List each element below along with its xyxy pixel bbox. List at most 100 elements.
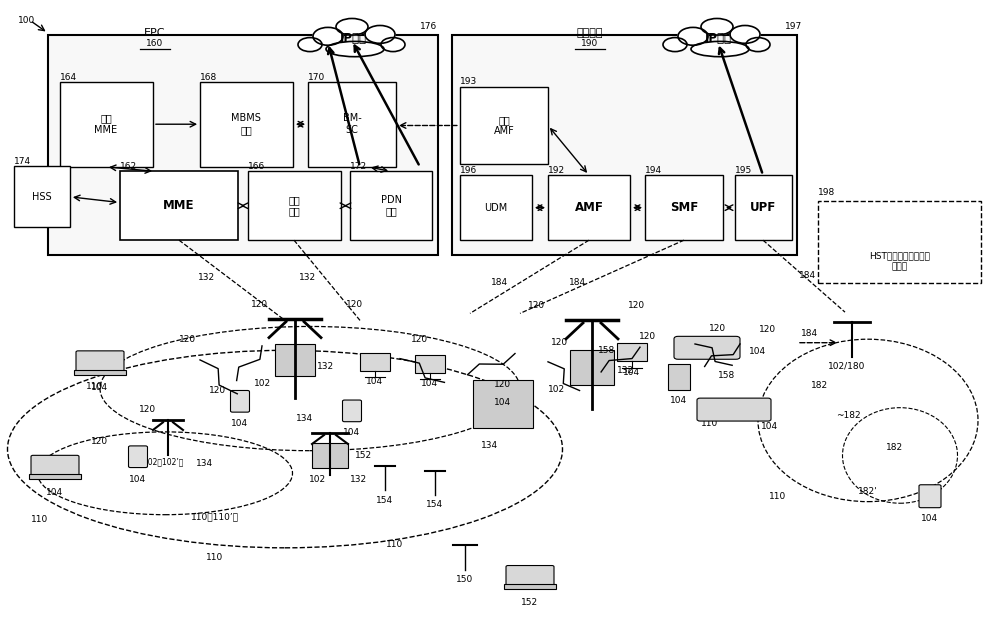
Bar	[74, 369, 126, 375]
Bar	[617, 343, 647, 361]
Bar	[200, 82, 293, 167]
Text: 核心网络: 核心网络	[577, 28, 603, 38]
Text: 120: 120	[551, 338, 569, 347]
Bar	[570, 350, 614, 385]
Text: 102: 102	[309, 475, 327, 483]
Text: 154: 154	[376, 496, 394, 505]
Text: 120: 120	[91, 437, 109, 446]
Text: 193: 193	[460, 77, 477, 86]
Text: 192: 192	[548, 166, 565, 175]
Text: HSS: HSS	[32, 192, 52, 202]
Text: IP服务: IP服务	[340, 32, 366, 45]
Bar	[14, 166, 70, 227]
Ellipse shape	[336, 18, 368, 35]
Text: 154: 154	[426, 500, 444, 509]
Text: BM-
SC: BM- SC	[343, 113, 361, 135]
Bar	[308, 82, 396, 167]
Text: 104: 104	[921, 514, 939, 523]
Text: 182: 182	[886, 443, 904, 452]
Ellipse shape	[730, 25, 760, 43]
Text: 110: 110	[86, 382, 104, 391]
Text: 120: 120	[251, 300, 269, 309]
Ellipse shape	[365, 25, 395, 43]
Text: 132: 132	[617, 366, 634, 375]
Bar	[248, 171, 341, 240]
Text: 102/180: 102/180	[828, 362, 866, 371]
Text: 104: 104	[343, 428, 361, 437]
Bar	[360, 353, 390, 371]
Ellipse shape	[691, 41, 749, 57]
FancyBboxPatch shape	[919, 485, 941, 508]
Text: 104: 104	[623, 368, 641, 377]
Text: 104: 104	[366, 377, 384, 386]
Text: 104: 104	[761, 422, 779, 431]
Text: 182: 182	[811, 381, 829, 390]
Text: 132: 132	[198, 273, 216, 282]
Text: IP服务: IP服务	[704, 32, 732, 45]
Text: 120: 120	[346, 300, 364, 309]
Text: PDN
网关: PDN 网关	[380, 195, 402, 217]
Bar	[460, 175, 532, 240]
Text: 110: 110	[701, 419, 719, 428]
Text: MBMS
网关: MBMS 网关	[231, 113, 261, 135]
FancyBboxPatch shape	[506, 566, 554, 586]
Text: 120: 120	[759, 326, 777, 334]
Text: 184: 184	[801, 329, 819, 338]
Text: 110: 110	[31, 515, 49, 524]
Text: 120: 120	[628, 301, 646, 310]
Text: 服务
网关: 服务 网关	[288, 195, 300, 217]
Bar	[452, 35, 797, 255]
Text: 110: 110	[386, 540, 404, 549]
Bar	[48, 35, 438, 255]
Text: 176: 176	[420, 22, 437, 31]
Text: 120: 120	[411, 335, 429, 344]
Text: 158: 158	[718, 371, 735, 380]
Text: 120: 120	[639, 332, 657, 341]
Text: 162: 162	[120, 162, 137, 171]
Text: 174: 174	[14, 157, 31, 166]
Bar	[120, 171, 238, 240]
Text: 104: 104	[749, 347, 767, 356]
Bar	[818, 201, 981, 283]
Text: 104: 104	[46, 488, 64, 497]
Text: 104: 104	[421, 379, 439, 388]
Text: 120: 120	[209, 386, 227, 395]
Text: 102: 102	[548, 385, 566, 394]
Text: 194: 194	[645, 166, 662, 175]
Bar	[60, 82, 153, 167]
Text: 120: 120	[528, 301, 546, 310]
Text: UDM: UDM	[484, 203, 508, 213]
Text: 104: 104	[129, 475, 147, 483]
Text: 132: 132	[299, 273, 317, 282]
Ellipse shape	[313, 27, 343, 45]
Text: 182': 182'	[858, 487, 878, 496]
Text: 其他
AMF: 其他 AMF	[494, 115, 514, 136]
Text: SMF: SMF	[670, 201, 698, 214]
FancyBboxPatch shape	[128, 446, 148, 468]
Text: 104: 104	[725, 404, 743, 413]
Text: 184: 184	[491, 278, 509, 287]
Text: 170: 170	[308, 73, 325, 82]
FancyBboxPatch shape	[342, 400, 362, 422]
Text: 195: 195	[735, 166, 752, 175]
Text: 104: 104	[91, 383, 109, 392]
Ellipse shape	[298, 38, 322, 52]
FancyBboxPatch shape	[31, 455, 79, 476]
FancyBboxPatch shape	[697, 398, 771, 421]
Text: 110（110’）: 110（110’）	[191, 513, 239, 522]
Text: 110: 110	[769, 492, 787, 501]
Ellipse shape	[746, 38, 770, 52]
Bar	[29, 474, 81, 479]
Text: 160: 160	[146, 39, 164, 48]
Text: 120: 120	[494, 380, 512, 389]
Ellipse shape	[326, 41, 384, 57]
FancyBboxPatch shape	[76, 351, 124, 371]
Text: ~182: ~182	[836, 411, 860, 420]
Ellipse shape	[381, 38, 405, 52]
Bar	[473, 380, 533, 428]
Text: 120: 120	[179, 335, 197, 344]
Text: 134: 134	[481, 441, 499, 450]
Text: 152: 152	[521, 598, 539, 606]
Bar	[350, 171, 432, 240]
Text: 184: 184	[569, 278, 587, 287]
